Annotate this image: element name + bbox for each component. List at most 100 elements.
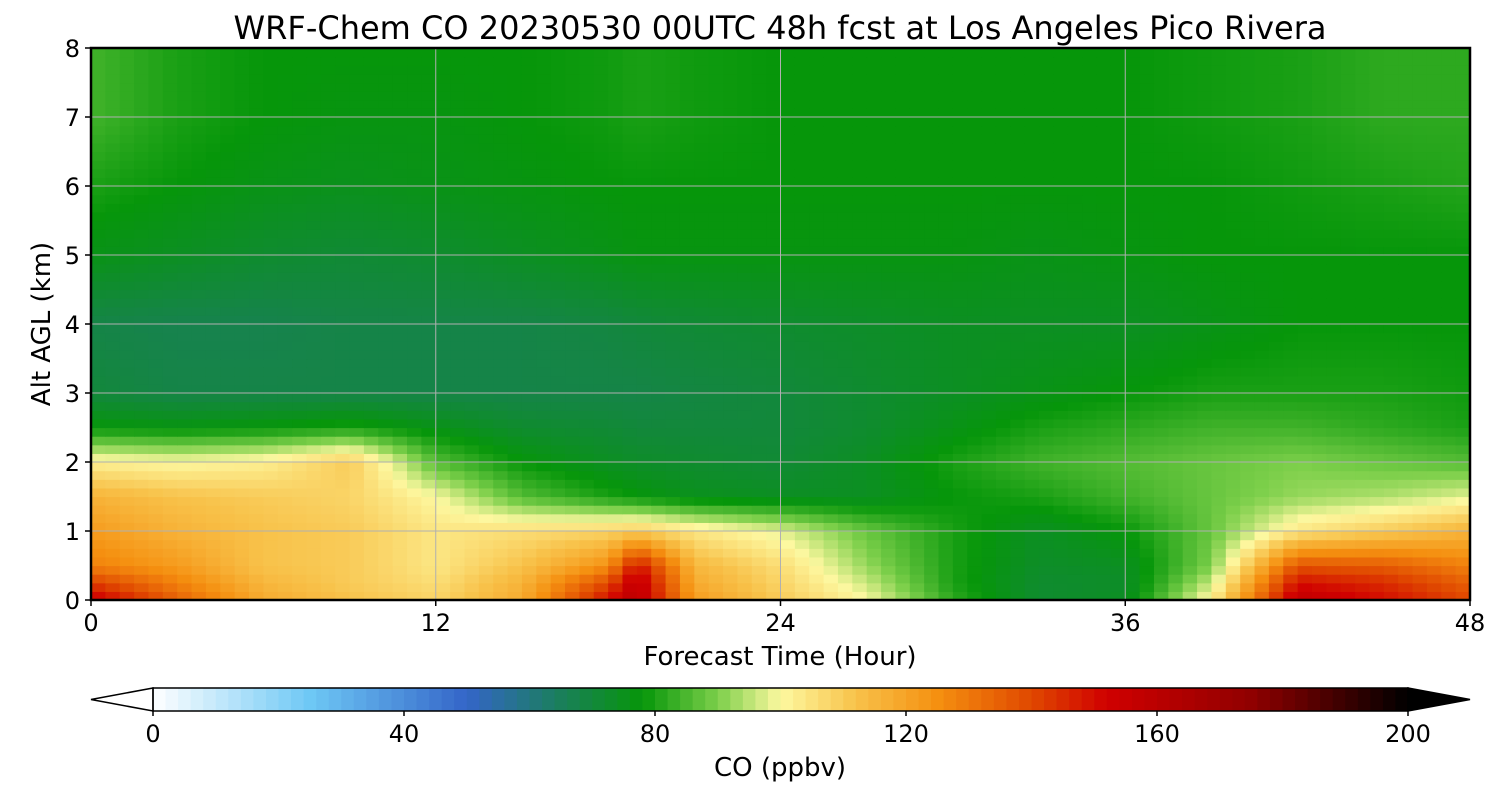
heatmap-cell (392, 591, 408, 601)
heatmap-cell (1082, 487, 1098, 498)
heatmap-cell (263, 522, 279, 532)
heatmap-cell (852, 367, 868, 377)
heatmap-cell (1125, 487, 1141, 498)
heatmap-cell (895, 358, 911, 368)
heatmap-cell (1010, 332, 1026, 342)
heatmap-cell (220, 289, 236, 299)
heatmap-cell (1125, 186, 1141, 196)
heatmap-cell (507, 531, 523, 541)
heatmap-cell (1182, 453, 1198, 463)
heatmap-cell (622, 332, 638, 342)
heatmap-cell (1283, 375, 1299, 385)
heatmap-cell (1082, 194, 1098, 204)
heatmap-cell (220, 470, 236, 480)
heatmap-cell (1010, 539, 1026, 549)
heatmap-cell (335, 194, 351, 204)
heatmap-cell (1082, 168, 1098, 178)
heatmap-cell (967, 574, 983, 584)
heatmap-cell (378, 427, 394, 437)
heatmap-cell (1326, 591, 1342, 601)
heatmap-cell (593, 186, 609, 196)
heatmap-cell (809, 401, 825, 411)
heatmap-cell (1398, 539, 1414, 549)
heatmap-cell (464, 220, 480, 230)
heatmap-cell (234, 220, 250, 230)
heatmap-cell (565, 513, 580, 523)
heatmap-cell (694, 349, 710, 360)
heatmap-cell (766, 263, 782, 273)
heatmap-cell (794, 211, 810, 222)
heatmap-cell (478, 263, 494, 273)
heatmap-cell (1254, 358, 1270, 368)
heatmap-cell (780, 237, 796, 247)
heatmap-cell (1426, 522, 1442, 532)
heatmap-cell (550, 203, 566, 213)
heatmap-cell (579, 160, 595, 170)
heatmap-cell (435, 315, 451, 325)
heatmap-cell (1053, 255, 1069, 265)
heatmap-cell (723, 393, 738, 403)
heatmap-cell (995, 591, 1011, 601)
heatmap-cell (579, 237, 595, 247)
heatmap-cell (1340, 186, 1356, 196)
heatmap-cell (378, 203, 394, 213)
heatmap-cell (220, 272, 236, 282)
heatmap-cell (981, 186, 997, 196)
heatmap-cell (1412, 444, 1428, 454)
heatmap-cell (435, 375, 451, 385)
heatmap-cell (1340, 229, 1356, 239)
heatmap-cell (1455, 255, 1471, 265)
heatmap-cell (1039, 462, 1055, 472)
heatmap-cell (636, 220, 652, 230)
heatmap-cell (349, 332, 365, 342)
heatmap-cell (1110, 582, 1126, 592)
heatmap-cell (1455, 160, 1471, 170)
heatmap-cell (1369, 332, 1385, 342)
heatmap-cell (708, 401, 724, 411)
heatmap-cell (665, 160, 681, 170)
heatmap-cell (1398, 531, 1414, 541)
heatmap-cell (1096, 393, 1112, 403)
heatmap-cell (105, 401, 121, 411)
heatmap-cell (1340, 582, 1356, 592)
heatmap-cell (1067, 289, 1083, 299)
heatmap-cell (1326, 513, 1342, 523)
heatmap-cell (1340, 487, 1356, 498)
heatmap-cell (1024, 324, 1040, 334)
heatmap-cell (148, 324, 164, 334)
heatmap-cell (679, 418, 695, 429)
heatmap-cell (952, 462, 968, 472)
heatmap-cell (1125, 591, 1141, 601)
heatmap-cell (105, 453, 121, 463)
heatmap-cell (1053, 556, 1069, 567)
heatmap-cell (1096, 186, 1112, 196)
heatmap-cell (766, 591, 782, 601)
heatmap-cell (1096, 496, 1112, 506)
heatmap-cell (1010, 427, 1026, 437)
heatmap-cell (737, 522, 753, 532)
heatmap-cell (766, 548, 782, 558)
heatmap-cell (1283, 565, 1299, 575)
heatmap-cell (1082, 436, 1098, 446)
heatmap-cell (1240, 220, 1256, 230)
heatmap-cell (981, 324, 997, 334)
heatmap-cell (593, 384, 609, 394)
heatmap-cell (292, 444, 308, 454)
heatmap-cell (622, 453, 638, 463)
heatmap-cell (1125, 427, 1141, 437)
heatmap-cell (292, 186, 308, 196)
heatmap-cell (1125, 505, 1141, 515)
heatmap-cell (1240, 194, 1256, 204)
heatmap-cell (292, 384, 308, 394)
heatmap-cell (1182, 556, 1198, 567)
heatmap-cell (148, 168, 164, 178)
heatmap-cell (1039, 487, 1055, 498)
heatmap-cell (1125, 306, 1141, 316)
heatmap-cell (723, 462, 738, 472)
heatmap-cell (234, 470, 250, 480)
heatmap-cell (1182, 418, 1198, 429)
heatmap-cell (105, 505, 121, 515)
heatmap-cell (1426, 246, 1442, 256)
heatmap-cell (579, 470, 595, 480)
heatmap-cell (1369, 306, 1385, 316)
